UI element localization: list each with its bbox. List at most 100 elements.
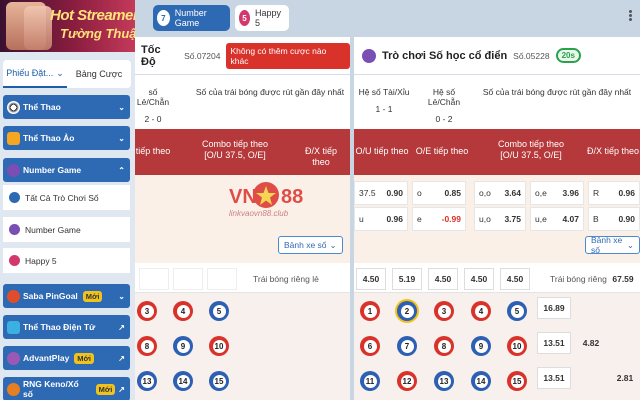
game-panel-right: Trò chơi Số học cổ điển Số.05228 20s Hệ … bbox=[354, 37, 640, 400]
tab-label: Number Game bbox=[174, 8, 207, 28]
number-ball[interactable]: 4 bbox=[471, 301, 491, 321]
number-ball[interactable]: 13 bbox=[137, 371, 157, 391]
ball-number: 13 bbox=[437, 374, 451, 388]
odds-cell[interactable]: 4.50 bbox=[428, 268, 458, 290]
draw-number: Số.07204 bbox=[184, 50, 221, 61]
number-ball[interactable]: 7 bbox=[397, 336, 417, 356]
dropdown-label: Bảnh xe số bbox=[591, 235, 623, 255]
tab-icon-number: 7 bbox=[161, 13, 166, 23]
header-cell: O/E tiếp theo bbox=[415, 146, 469, 156]
sidebar-item-sports[interactable]: Thể Thao ⌄ bbox=[3, 95, 130, 119]
sidebar-item-label: RNG Keno/Xổ số bbox=[23, 379, 79, 399]
odds-key: e bbox=[417, 214, 422, 224]
vn88-watermark: VN 88 bbox=[229, 182, 303, 208]
number-ball[interactable]: 15 bbox=[209, 371, 229, 391]
sidebar-subitem-happy5[interactable]: Happy 5 bbox=[3, 248, 130, 274]
number-ball[interactable]: 14 bbox=[471, 371, 491, 391]
sidebar-item-label: Thể Thao bbox=[23, 102, 61, 112]
number-game-icon bbox=[9, 224, 20, 235]
pingoal-icon bbox=[7, 289, 20, 303]
number-ball[interactable]: 4 bbox=[173, 301, 193, 321]
odds-cell[interactable]: 4.82 bbox=[582, 338, 600, 348]
odds-cell[interactable]: e -0.99 bbox=[412, 207, 466, 231]
number-ball[interactable]: 14 bbox=[173, 371, 193, 391]
number-ball[interactable]: 3 bbox=[434, 301, 454, 321]
sidebar-subitem-all-number-games[interactable]: Tất Cả Trò Chơi Số bbox=[3, 185, 130, 211]
odds-cell[interactable]: 13.51 bbox=[537, 367, 571, 389]
number-ball[interactable]: 9 bbox=[471, 336, 491, 356]
number-game-icon bbox=[7, 163, 20, 177]
odds-key: 37.5 bbox=[359, 188, 376, 198]
ball-number: 4 bbox=[176, 304, 190, 318]
odds-cell[interactable]: o,o 3.64 bbox=[474, 181, 526, 205]
number-ball[interactable]: 5 bbox=[209, 301, 229, 321]
sidebar-subitem-number-game[interactable]: Number Game bbox=[3, 217, 130, 243]
sidebar-item-number-game[interactable]: Number Game ⌃ bbox=[3, 158, 130, 182]
tab-bet-list[interactable]: Bảng Cược bbox=[67, 60, 131, 88]
odds-key: R bbox=[593, 188, 600, 198]
odds-cell[interactable]: 37.5 0.90 bbox=[354, 181, 408, 205]
empty-odds-cell bbox=[207, 268, 237, 290]
number-wheel-dropdown[interactable]: Bảnh xe số ⌄ bbox=[585, 235, 640, 255]
sidebar-item-esports[interactable]: Thể Thao Điện Tử ↗ bbox=[3, 315, 130, 339]
odds-cell[interactable]: u,o 3.75 bbox=[474, 207, 526, 231]
chevron-down-icon: ⌄ bbox=[56, 67, 64, 78]
game-title: Trò chơi Số học cổ điển bbox=[382, 49, 508, 62]
number-ball[interactable]: 1 bbox=[360, 301, 380, 321]
number-ball[interactable]: 3 bbox=[137, 301, 157, 321]
sidebar-item-advantplay[interactable]: AdvantPlay Mới ↗ bbox=[3, 346, 130, 370]
odds-cell[interactable]: o,e 3.96 bbox=[530, 181, 584, 205]
odds-cell[interactable]: 4.50 bbox=[500, 268, 530, 290]
odds-cell[interactable]: u 0.96 bbox=[354, 207, 408, 231]
sidebar-item-rng-keno[interactable]: RNG Keno/Xổ số Mới ↗ bbox=[3, 377, 130, 400]
number-ball[interactable]: 10 bbox=[507, 336, 527, 356]
chevron-down-icon: ⌄ bbox=[329, 239, 337, 250]
number-ball[interactable]: 12 bbox=[397, 371, 417, 391]
sidebar-item-saba-pingoal[interactable]: Saba PinGoal Mới ⌄ bbox=[3, 284, 130, 308]
odds-cell[interactable]: R 0.96 bbox=[588, 181, 640, 205]
tab-number-game[interactable]: 7 Number Game bbox=[153, 5, 230, 31]
svg-text:VN: VN bbox=[229, 186, 257, 208]
odds-key: u,e bbox=[535, 214, 547, 224]
number-ball[interactable]: 11 bbox=[360, 371, 380, 391]
odds-value: 3.96 bbox=[562, 188, 579, 198]
number-ball[interactable]: 9 bbox=[173, 336, 193, 356]
ball-number: 2 bbox=[400, 304, 414, 318]
odds-cell[interactable]: 4.50 bbox=[356, 268, 386, 290]
odds-cell[interactable]: 5.19 bbox=[392, 268, 422, 290]
stat-label: Số của trái bóng được rút gần đây nhất bbox=[482, 87, 632, 97]
number-ball[interactable]: 8 bbox=[137, 336, 157, 356]
game-panel-left: Tốc Độ Số.07204 Không có thêm cược nào k… bbox=[135, 37, 350, 400]
number-grid: 1 2 3 4 5 6 7 8 9 10 11 12 13 14 15 16.8… bbox=[354, 293, 640, 400]
number-ball[interactable]: 6 bbox=[360, 336, 380, 356]
odds-cell[interactable]: B 0.90 bbox=[588, 207, 640, 231]
odds-cell[interactable]: 67.59 bbox=[608, 268, 638, 290]
odds-cell[interactable]: 4.50 bbox=[464, 268, 494, 290]
odds-cell[interactable]: u,e 4.07 bbox=[530, 207, 584, 231]
more-options-icon[interactable] bbox=[626, 10, 634, 22]
ball-number: 13 bbox=[140, 374, 154, 388]
odds-value: 4.07 bbox=[562, 214, 579, 224]
ball-number: 9 bbox=[474, 339, 488, 353]
tab-happy5[interactable]: 5 Happy 5 bbox=[235, 5, 289, 31]
odds-cell[interactable]: 2.81 bbox=[616, 373, 634, 383]
ball-number: 14 bbox=[474, 374, 488, 388]
recent-balls-stat: Số của trái bóng được rút gần đây nhất bbox=[195, 87, 345, 97]
number-ball[interactable]: 8 bbox=[434, 336, 454, 356]
number-ball-selected[interactable]: 2 bbox=[397, 301, 417, 321]
odds-cell[interactable]: 16.89 bbox=[537, 297, 571, 319]
number-ball[interactable]: 15 bbox=[507, 371, 527, 391]
number-wheel-dropdown[interactable]: Bảnh xe số ⌄ bbox=[278, 236, 343, 254]
odds-cell[interactable]: o 0.85 bbox=[412, 181, 466, 205]
stat-label: Hệ số Tài/Xỉu bbox=[358, 87, 410, 97]
tab-bet-slip-label: Phiếu Đặt... bbox=[6, 68, 54, 78]
sidebar-item-virtual-sports[interactable]: Thể Thao Ảo ⌄ bbox=[3, 126, 130, 150]
tab-bet-slip[interactable]: Phiếu Đặt... ⌄ bbox=[3, 60, 67, 88]
ball-number: 15 bbox=[212, 374, 226, 388]
promo-banner[interactable]: Hot Streamer Tường Thuật bbox=[0, 0, 135, 52]
over-under-stat: Hệ số Tài/Xỉu 1 - 1 bbox=[356, 87, 412, 114]
number-ball[interactable]: 5 bbox=[507, 301, 527, 321]
odds-cell[interactable]: 13.51 bbox=[537, 332, 571, 354]
number-ball[interactable]: 10 bbox=[209, 336, 229, 356]
number-ball[interactable]: 13 bbox=[434, 371, 454, 391]
